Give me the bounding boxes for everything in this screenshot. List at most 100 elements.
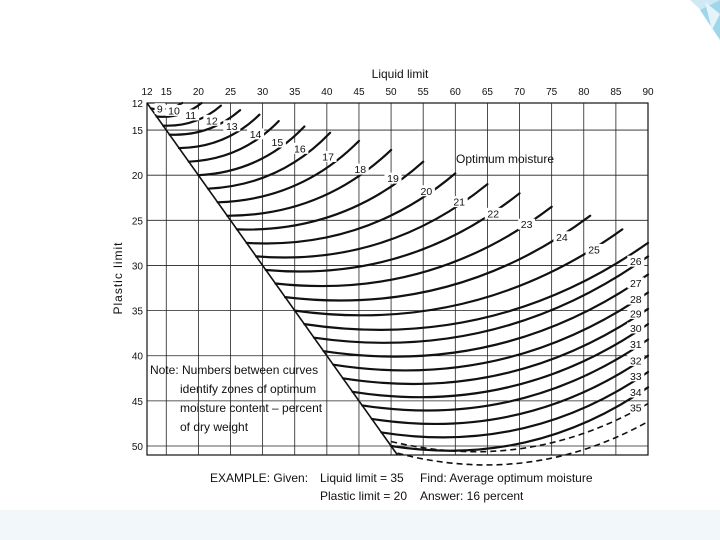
- zone-label: 35: [630, 402, 642, 414]
- zone-label: 17: [322, 151, 334, 163]
- x-tick-label: 20: [193, 87, 205, 98]
- x-tick-label: 65: [482, 87, 494, 98]
- moisture-curve: [206, 131, 332, 190]
- zone-label-bg: [319, 150, 337, 162]
- moisture-curve-dashed: [397, 420, 649, 466]
- zone-label-bg: [247, 128, 265, 140]
- example-answer: Answer: 16 percent: [420, 489, 524, 503]
- moisture-curve: [255, 183, 489, 259]
- x-axis-title: Liquid limit: [372, 67, 429, 81]
- zone-labels: 9 10 11 12 13 14 15 16 17 18 19 20 21 22 23 24 25 26 27 28 2…: [154, 103, 645, 414]
- note-line-2: identify zones of optimum: [180, 382, 316, 396]
- moisture-curve: [264, 192, 521, 273]
- zone-label-bg: [154, 103, 166, 115]
- example-given-liquid: Liquid limit = 35: [320, 471, 404, 485]
- note-block: Note: Numbers between curves identify zo…: [150, 363, 323, 434]
- axis-ticks: 12 15 20 25 30 35 40 45 50 55 60 65 70 75 80 85 90 12 15 20…: [132, 87, 654, 453]
- zone-label-bg: [484, 207, 502, 219]
- x-tick-label: 35: [289, 87, 301, 98]
- note-line-4: of dry weight: [180, 420, 249, 434]
- zone-label: 19: [387, 173, 399, 185]
- y-axis-title: Plastic limit: [111, 241, 125, 314]
- moisture-curves: [146, 101, 650, 466]
- example-find: Find: Average optimum moisture: [420, 471, 593, 485]
- zone-label-bg: [223, 120, 241, 132]
- x-tick-label: 25: [225, 87, 237, 98]
- zone-label-bg: [384, 172, 402, 184]
- zone-label: 23: [521, 219, 533, 231]
- zone-label-bg: [203, 114, 221, 126]
- moisture-curve: [312, 255, 650, 344]
- y-tick-label: 30: [132, 261, 144, 272]
- zone-label-bg: [627, 255, 645, 267]
- zone-label-bg: [627, 322, 645, 334]
- zone-label-bg: [627, 277, 645, 289]
- zone-label: 16: [294, 143, 306, 155]
- zone-label-bg: [627, 370, 645, 382]
- example-given-label: EXAMPLE: Given:: [210, 471, 308, 485]
- zone-label-bg: [585, 243, 603, 255]
- x-tick-label: 75: [546, 87, 558, 98]
- moisture-curve: [274, 205, 553, 288]
- zone-label-bg: [165, 104, 183, 116]
- note-line-1: Note: Numbers between curves: [150, 363, 318, 377]
- y-tick-label: 45: [132, 397, 144, 408]
- zone-label-bg: [553, 231, 571, 243]
- y-tick-label: 50: [132, 442, 144, 453]
- zone-label: 22: [487, 208, 499, 220]
- zone-label-bg: [627, 338, 645, 350]
- example-block: EXAMPLE: Given: Liquid limit = 35 Plasti…: [210, 471, 593, 503]
- y-tick-label: 12: [132, 99, 144, 110]
- footer-band: [0, 510, 720, 540]
- x-tick-label: 50: [386, 87, 398, 98]
- x-tick-label: 30: [257, 87, 269, 98]
- moisture-curve: [303, 241, 650, 331]
- example-given-plastic: Plastic limit = 20: [320, 489, 407, 503]
- zone-label-bg: [627, 293, 645, 305]
- zone-label-bg: [291, 142, 309, 154]
- zone-label-bg: [627, 401, 645, 413]
- y-tick-label: 40: [132, 352, 144, 363]
- x-tick-label: 15: [161, 87, 173, 98]
- x-tick-label: 40: [321, 87, 333, 98]
- moisture-curve: [168, 109, 242, 136]
- zone-label: 28: [630, 294, 642, 306]
- moisture-curve: [322, 273, 650, 358]
- moisture-curve: [216, 139, 361, 204]
- zone-label: 10: [168, 105, 180, 117]
- moisture-curve: [187, 120, 280, 163]
- moisture-curve: [293, 228, 624, 317]
- zone-label-bg: [268, 136, 286, 148]
- x-tick-label: 80: [578, 87, 590, 98]
- moisture-curve: [178, 113, 261, 150]
- zone-label: 29: [630, 309, 642, 321]
- y-tick-label: 35: [132, 307, 144, 318]
- zone-label: 11: [185, 110, 196, 122]
- moisture-curve: [341, 307, 650, 386]
- moisture-curve: [380, 370, 650, 439]
- zone-label-bg: [518, 218, 536, 230]
- zone-label-bg: [182, 109, 200, 121]
- zone-label: 34: [630, 387, 642, 399]
- moisture-curve: [361, 338, 650, 412]
- zone-label-bg: [627, 308, 645, 320]
- moisture-curve: [370, 354, 650, 426]
- x-tick-label: 85: [610, 87, 622, 98]
- y-tick-label: 15: [132, 126, 144, 137]
- zone-label: 30: [630, 323, 642, 335]
- zone-label: 9: [157, 104, 163, 116]
- zone-label: 14: [250, 129, 262, 141]
- zone-label: 12: [206, 115, 218, 127]
- zone-label: 31: [630, 339, 642, 351]
- zone-label-bg: [450, 196, 468, 208]
- zone-label: 21: [453, 197, 465, 209]
- curve-label: Optimum moisture: [456, 152, 554, 166]
- zone-label: 27: [630, 278, 642, 290]
- zone-label: 18: [354, 164, 366, 176]
- zone-label-bg: [351, 163, 369, 175]
- corner-decoration: [690, 0, 720, 40]
- zone-label: 20: [421, 186, 433, 198]
- moisture-curve: [284, 214, 592, 302]
- zone-label: 26: [630, 256, 642, 268]
